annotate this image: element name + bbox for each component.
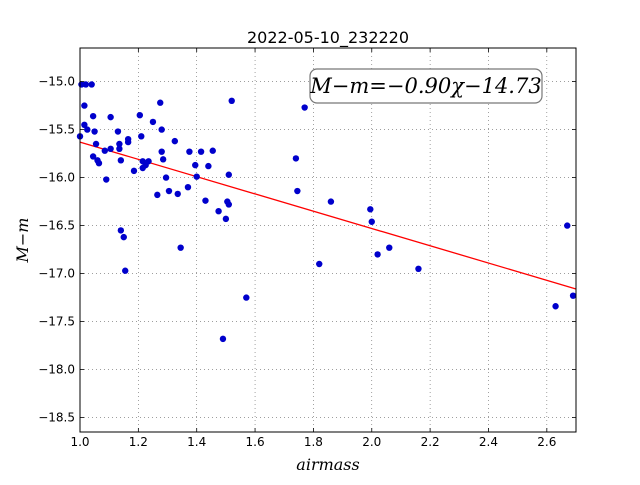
data-point xyxy=(91,128,98,135)
y-axis-label: M−m xyxy=(13,218,32,264)
data-point xyxy=(292,155,300,162)
x-tick-label: 2.2 xyxy=(421,435,440,449)
data-point xyxy=(95,160,103,167)
data-point xyxy=(162,174,170,181)
data-point xyxy=(107,145,114,152)
data-point xyxy=(101,147,109,154)
data-point xyxy=(222,215,230,223)
data-point xyxy=(374,251,381,258)
data-point xyxy=(107,113,114,121)
grid xyxy=(79,48,576,432)
data-point xyxy=(116,145,123,152)
data-point xyxy=(159,156,167,163)
data-point xyxy=(81,102,88,109)
fit-line xyxy=(79,141,577,290)
y-tick-label: −17.0 xyxy=(38,267,75,281)
data-point xyxy=(301,104,308,111)
data-point xyxy=(158,148,165,155)
y-tick-label: −18.0 xyxy=(38,363,75,377)
data-point xyxy=(316,260,323,268)
data-point xyxy=(367,206,374,213)
data-point xyxy=(225,201,232,208)
chart-title: 2022-05-10_232220 xyxy=(247,28,409,48)
x-tick-label: 2.6 xyxy=(537,435,556,449)
x-tick-label: 2.4 xyxy=(479,435,498,449)
data-point xyxy=(145,158,152,165)
data-point xyxy=(197,148,205,155)
data-point xyxy=(174,190,181,198)
data-point xyxy=(552,303,559,310)
data-point xyxy=(243,294,250,301)
data-point xyxy=(154,191,161,199)
data-point xyxy=(219,335,227,343)
data-point xyxy=(205,162,212,170)
data-point xyxy=(186,148,193,155)
y-tick-label: −15.0 xyxy=(38,75,75,89)
plot-frame xyxy=(79,47,577,433)
y-tick-label: −15.5 xyxy=(38,123,75,137)
data-point xyxy=(225,171,232,178)
data-point xyxy=(84,126,91,133)
data-point xyxy=(136,112,144,119)
data-point xyxy=(215,208,222,215)
data-point xyxy=(89,112,97,120)
data-point xyxy=(122,267,129,274)
data-point xyxy=(158,126,165,133)
data-point xyxy=(415,265,422,272)
data-point xyxy=(228,97,235,105)
data-point xyxy=(564,222,571,229)
data-point xyxy=(149,118,157,126)
y-tick-label: −17.5 xyxy=(38,315,75,329)
data-point xyxy=(209,147,216,154)
data-point xyxy=(117,157,125,164)
y-tick-label: −18.5 xyxy=(38,411,75,425)
points-layer xyxy=(76,81,577,343)
y-tick-label: −16.5 xyxy=(38,219,75,233)
data-point xyxy=(327,198,335,205)
x-tick-label: 1.2 xyxy=(129,435,148,449)
data-point xyxy=(103,176,110,183)
data-point xyxy=(171,137,179,145)
data-point xyxy=(202,197,209,204)
x-tick-label: 1.8 xyxy=(304,435,323,449)
data-point xyxy=(81,121,88,128)
data-point xyxy=(130,167,138,175)
fit-equation-box xyxy=(309,68,543,104)
data-point xyxy=(569,292,577,299)
data-point xyxy=(184,184,192,191)
data-point xyxy=(124,138,132,146)
data-point xyxy=(117,227,125,234)
data-point xyxy=(114,128,122,135)
data-point xyxy=(116,140,123,148)
data-point xyxy=(192,161,199,169)
x-tick-label: 1.4 xyxy=(187,435,206,449)
fit-equation: M−m=−0.90χ−14.73 xyxy=(309,74,541,98)
x-tick-label: 1.0 xyxy=(70,435,89,449)
data-point xyxy=(92,140,100,148)
data-point xyxy=(294,187,301,195)
data-point xyxy=(157,99,164,106)
data-point xyxy=(82,81,90,88)
fit-line-layer xyxy=(79,141,577,290)
x-axis-label: airmass xyxy=(296,455,359,474)
data-point xyxy=(386,244,393,251)
data-point xyxy=(88,81,95,88)
data-point xyxy=(368,218,375,225)
axis-ticks: 1.0 1.2 1.4 1.6 1.8 2.0 2.2 2.4 2.6 −15.0 −15.5 −16… xyxy=(38,48,576,449)
data-point xyxy=(138,133,145,140)
x-tick-label: 1.6 xyxy=(246,435,265,449)
data-point xyxy=(177,244,184,251)
x-tick-label: 2.0 xyxy=(362,435,381,449)
data-point xyxy=(89,153,97,160)
data-point xyxy=(193,173,200,180)
y-tick-label: −16.0 xyxy=(38,171,75,185)
data-point xyxy=(165,187,173,195)
data-point xyxy=(120,233,127,241)
